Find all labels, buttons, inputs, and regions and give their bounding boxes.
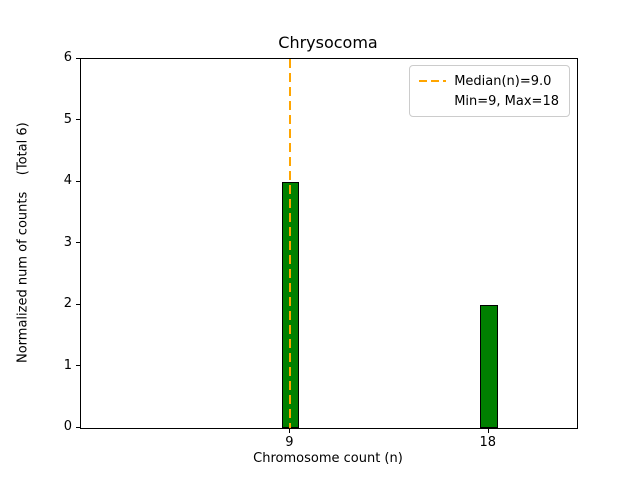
median-dashed-line-legend-sample [419,80,447,82]
y-tick-mark-6 [76,57,80,59]
legend-row-median: Median(n)=9.0 [419,71,559,91]
y-tick-label-3: 3 [63,234,72,250]
x-tick-label-9: 9 [285,435,294,450]
bar-n18 [480,305,498,428]
y-tick-mark-3 [76,242,80,243]
legend-row-minmax: Min=9, Max=18 [419,91,559,111]
chart-title: Chrysocoma [278,33,378,52]
legend-label-minmax: Min=9, Max=18 [454,93,559,109]
y-tick-mark-5 [76,119,80,120]
legend-sample-spacer [419,100,446,102]
y-tick-label-5: 5 [63,111,72,127]
x-tick-mark-9 [289,429,291,433]
legend: Median(n)=9.0 Min=9, Max=18 [409,65,570,117]
y-tick-label-0: 0 [63,419,72,434]
y-tick-label-6: 6 [63,50,72,65]
y-tick-mark-2 [76,303,80,305]
x-axis-label: Chromosome count (n) [253,451,403,466]
x-tick-mark-18 [487,429,489,433]
y-tick-mark-0 [76,426,80,428]
y-axis-label: Normalized num of counts (Total 6) [15,122,31,363]
y-tick-mark-4 [76,180,80,182]
x-tick-label-18: 18 [479,435,497,450]
plot-area: Median(n)=9.0 Min=9, Max=18 [80,58,578,429]
legend-label-median: Median(n)=9.0 [454,73,552,89]
y-tick-label-4: 4 [63,173,72,188]
y-tick-label-2: 2 [63,296,72,311]
y-tick-label-1: 1 [63,357,72,373]
median-line [289,59,292,428]
y-tick-mark-1 [76,365,80,366]
